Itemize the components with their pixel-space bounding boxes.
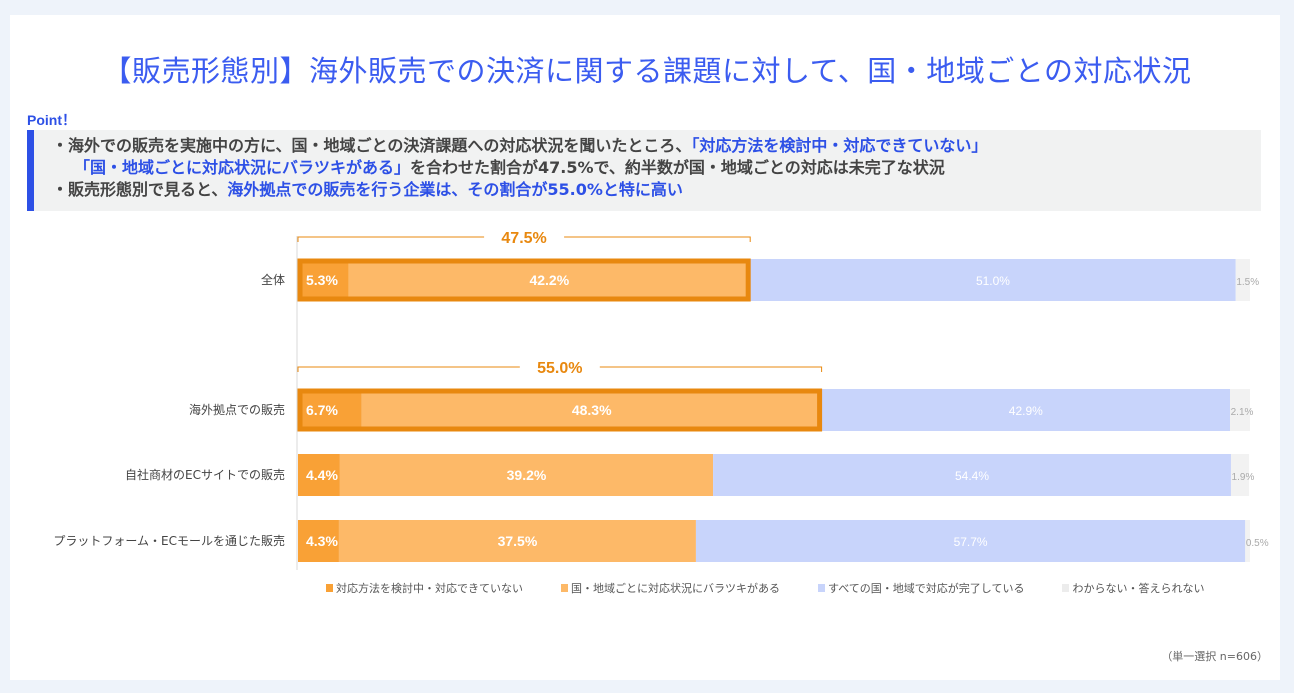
legend-item: わからない・答えられない xyxy=(1062,580,1204,596)
data-label: 1.9% xyxy=(1232,472,1255,483)
point-text: を合わせた割合が47.5%で、約半数が国・地域ごとの対応は未完了な状況 xyxy=(410,158,945,177)
category-label: 自社商材のECサイトでの販売 xyxy=(125,467,285,482)
data-label: 4.3% xyxy=(306,533,338,549)
legend-swatch xyxy=(326,584,333,592)
legend-label: すべての国・地域で対応が完了している xyxy=(828,582,1025,595)
data-label: 5.3% xyxy=(306,272,338,288)
point-line-3: ・販売形態別で見ると、海外拠点での販売を行う企業は、その割合が55.0%と特に高… xyxy=(52,179,1261,201)
highlight-text: 「国・地域ごとに対応状況にバラツキがある」 xyxy=(74,158,411,177)
highlight-bracket xyxy=(297,366,823,372)
sample-note: （単一選択 n=606） xyxy=(1161,650,1268,663)
point-label: Point！ xyxy=(27,112,76,128)
data-label: 2.1% xyxy=(1231,407,1254,418)
legend-item: 対応方法を検討中・対応できていない xyxy=(326,580,523,596)
data-label: 42.2% xyxy=(529,272,569,288)
bar-segment xyxy=(695,520,1246,562)
bar-segment xyxy=(339,454,714,496)
highlight-total-label: 47.5% xyxy=(501,230,546,247)
legend-swatch xyxy=(1062,584,1070,592)
bar-segment xyxy=(298,454,340,496)
legend-label: 国・地域ごとに対応状況にバラツキがある xyxy=(571,582,780,595)
legend-swatch xyxy=(561,584,568,592)
bar-segment xyxy=(348,259,751,301)
bar-segment xyxy=(298,520,339,562)
data-label: 39.2% xyxy=(507,467,547,483)
bar-segment xyxy=(298,259,349,301)
bar-segment xyxy=(338,520,696,562)
legend-item: 国・地域ごとに対応状況にバラツキがある xyxy=(561,580,780,596)
highlight-text: 海外拠点での販売を行う企業は、その割合が55.0%と特に高い xyxy=(227,180,683,199)
bar-segment xyxy=(1230,454,1250,496)
legend-label: わからない・答えられない xyxy=(1072,582,1205,595)
point-text: ・海外での販売を実施中の方に、国・地域ごとの決済課題への対応状況を聞いたところ、 xyxy=(52,136,692,155)
bar-segment xyxy=(713,454,1231,496)
content-card xyxy=(10,15,1280,680)
point-line-2: 「国・地域ごとに対応状況にバラツキがある」を合わせた割合が47.5%で、約半数が… xyxy=(52,157,1261,179)
highlight-bracket xyxy=(297,236,751,242)
bar-segment xyxy=(298,389,362,431)
data-label: 42.9% xyxy=(1009,404,1043,418)
data-label: 6.7% xyxy=(306,402,338,418)
data-label: 48.3% xyxy=(572,402,612,418)
data-label: 57.7% xyxy=(954,535,988,549)
bar-segment xyxy=(1230,389,1250,431)
bar-segment xyxy=(361,389,822,431)
legend-swatch xyxy=(818,584,825,592)
category-label: 全体 xyxy=(261,272,285,287)
bar-segment xyxy=(750,259,1236,301)
point-line-1: ・海外での販売を実施中の方に、国・地域ごとの決済課題への対応状況を聞いたところ、… xyxy=(52,135,1261,157)
legend-label: 対応方法を検討中・対応できていない xyxy=(336,582,523,595)
bar-segment xyxy=(1235,259,1250,301)
data-label: 37.5% xyxy=(498,533,538,549)
highlight-total-label: 55.0% xyxy=(537,360,582,377)
highlight-text: 「対応方法を検討中・対応できていない」 xyxy=(691,136,988,155)
highlight-border xyxy=(297,388,823,432)
data-label: 0.5% xyxy=(1246,538,1269,549)
data-label: 1.5% xyxy=(1236,277,1259,288)
highlight-border xyxy=(297,258,751,302)
point-box: ・海外での販売を実施中の方に、国・地域ごとの決済課題への対応状況を聞いたところ、… xyxy=(27,130,1261,211)
bar-segment xyxy=(1245,520,1250,562)
page-title: 【販売形態別】海外販売での決済に関する課題に対して、国・地域ごとの対応状況 xyxy=(102,54,1192,88)
legend: 対応方法を検討中・対応できていない 国・地域ごとに対応状況にバラツキがある すべての… xyxy=(326,580,1242,596)
data-label: 4.4% xyxy=(306,467,338,483)
point-text: ・販売形態別で見ると、 xyxy=(52,180,228,199)
data-label: 54.4% xyxy=(955,469,989,483)
category-label: プラットフォーム・ECモールを通じた販売 xyxy=(53,533,285,548)
category-label: 海外拠点での販売 xyxy=(189,402,285,417)
legend-item: すべての国・地域で対応が完了している xyxy=(818,580,1024,596)
bar-segment xyxy=(821,389,1231,431)
data-label: 51.0% xyxy=(976,274,1010,288)
